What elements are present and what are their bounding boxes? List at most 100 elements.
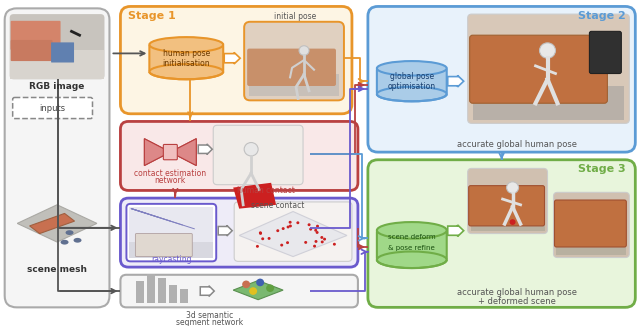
Ellipse shape — [65, 230, 74, 235]
FancyBboxPatch shape — [249, 74, 339, 96]
Text: accurate global human pose: accurate global human pose — [456, 140, 577, 149]
FancyBboxPatch shape — [234, 202, 352, 261]
FancyBboxPatch shape — [589, 31, 621, 74]
FancyBboxPatch shape — [120, 275, 358, 307]
Circle shape — [323, 238, 326, 241]
Circle shape — [304, 241, 307, 244]
FancyBboxPatch shape — [368, 7, 636, 152]
FancyBboxPatch shape — [470, 35, 607, 103]
Text: segment network: segment network — [175, 318, 243, 326]
Circle shape — [242, 280, 250, 288]
Polygon shape — [448, 75, 464, 87]
FancyBboxPatch shape — [163, 144, 177, 160]
Text: scene deform: scene deform — [388, 234, 436, 240]
FancyBboxPatch shape — [136, 233, 192, 257]
Circle shape — [276, 229, 279, 232]
Text: 3d semantic: 3d semantic — [186, 311, 233, 319]
Polygon shape — [170, 139, 196, 166]
FancyBboxPatch shape — [11, 21, 61, 50]
FancyBboxPatch shape — [129, 207, 213, 245]
FancyBboxPatch shape — [129, 242, 213, 259]
Circle shape — [321, 236, 323, 239]
Polygon shape — [233, 280, 283, 300]
FancyBboxPatch shape — [244, 22, 344, 100]
FancyBboxPatch shape — [470, 216, 545, 231]
FancyBboxPatch shape — [136, 281, 145, 303]
Ellipse shape — [377, 222, 447, 239]
Circle shape — [259, 231, 262, 234]
Circle shape — [287, 226, 289, 229]
Circle shape — [261, 237, 264, 240]
Circle shape — [314, 240, 317, 243]
Text: accurate global human pose: accurate global human pose — [456, 288, 577, 297]
FancyBboxPatch shape — [554, 200, 627, 247]
Text: inputs: inputs — [40, 104, 66, 112]
Circle shape — [316, 225, 319, 228]
Circle shape — [249, 287, 257, 295]
Polygon shape — [145, 139, 170, 166]
FancyBboxPatch shape — [170, 285, 177, 303]
FancyBboxPatch shape — [247, 49, 336, 86]
Circle shape — [280, 244, 284, 246]
Text: contact estimation: contact estimation — [134, 169, 206, 178]
Text: Stage 1: Stage 1 — [129, 11, 176, 21]
FancyBboxPatch shape — [468, 169, 547, 233]
FancyBboxPatch shape — [149, 45, 223, 72]
FancyBboxPatch shape — [4, 8, 109, 307]
Ellipse shape — [74, 238, 81, 243]
FancyBboxPatch shape — [127, 204, 216, 261]
FancyBboxPatch shape — [368, 160, 636, 307]
FancyBboxPatch shape — [120, 7, 352, 114]
Ellipse shape — [377, 251, 447, 268]
FancyBboxPatch shape — [120, 198, 358, 267]
Circle shape — [299, 46, 309, 55]
Circle shape — [321, 241, 324, 244]
FancyBboxPatch shape — [13, 97, 93, 119]
Text: RGB image: RGB image — [29, 82, 84, 91]
FancyBboxPatch shape — [11, 40, 52, 61]
Polygon shape — [239, 212, 347, 257]
Circle shape — [309, 228, 312, 230]
FancyBboxPatch shape — [468, 14, 629, 123]
Circle shape — [256, 245, 259, 248]
Text: scene mesh: scene mesh — [27, 264, 87, 274]
Text: + deformed scene: + deformed scene — [477, 297, 556, 306]
Polygon shape — [170, 139, 196, 166]
FancyBboxPatch shape — [10, 50, 104, 79]
Text: human pose: human pose — [163, 49, 210, 58]
Polygon shape — [29, 214, 74, 233]
FancyBboxPatch shape — [51, 42, 74, 63]
Circle shape — [268, 237, 271, 240]
FancyBboxPatch shape — [468, 185, 545, 226]
Circle shape — [259, 232, 262, 235]
FancyBboxPatch shape — [377, 68, 447, 94]
Polygon shape — [17, 205, 97, 242]
FancyBboxPatch shape — [158, 278, 166, 303]
Text: optimisation: optimisation — [388, 82, 436, 91]
Circle shape — [314, 229, 317, 232]
Text: human contact: human contact — [237, 186, 295, 195]
Ellipse shape — [377, 61, 447, 76]
FancyBboxPatch shape — [473, 86, 625, 120]
FancyBboxPatch shape — [377, 230, 447, 260]
Circle shape — [289, 225, 292, 228]
Polygon shape — [218, 225, 232, 236]
Polygon shape — [224, 52, 240, 64]
FancyBboxPatch shape — [213, 125, 303, 185]
Polygon shape — [200, 286, 214, 296]
Text: Stage 2: Stage 2 — [577, 11, 625, 21]
FancyBboxPatch shape — [120, 122, 358, 190]
FancyBboxPatch shape — [147, 274, 156, 303]
Circle shape — [289, 221, 292, 224]
Text: initial pose: initial pose — [274, 11, 316, 21]
FancyBboxPatch shape — [10, 14, 104, 79]
Ellipse shape — [61, 240, 68, 244]
Text: scene contact: scene contact — [252, 201, 305, 210]
Circle shape — [509, 219, 516, 225]
Ellipse shape — [377, 87, 447, 101]
Circle shape — [308, 223, 310, 226]
Text: network: network — [155, 176, 186, 185]
Circle shape — [266, 284, 274, 292]
Polygon shape — [448, 225, 464, 236]
Circle shape — [316, 231, 319, 234]
